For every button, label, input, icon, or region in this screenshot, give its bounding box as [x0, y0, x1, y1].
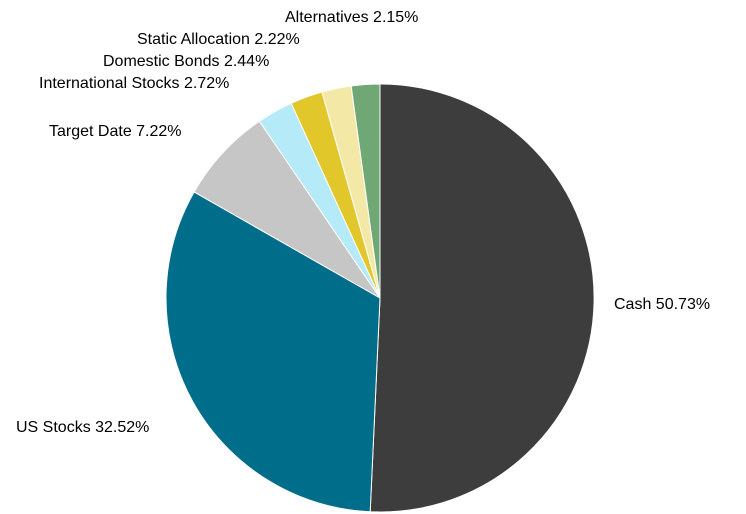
pie-slices	[165, 83, 595, 513]
pie-slice-us-stocks	[165, 191, 381, 513]
pie-label-international-stocks: International Stocks 2.72%	[39, 75, 229, 92]
pie-label-target-date: Target Date 7.22%	[49, 123, 182, 140]
pie-label-domestic-bonds: Domestic Bonds 2.44%	[103, 53, 269, 70]
pie-label-us-stocks: US Stocks 32.52%	[16, 419, 149, 436]
pie-label-static-allocation: Static Allocation 2.22%	[137, 31, 300, 48]
pie-slice-alternatives	[350, 83, 381, 299]
pie-slice-cash	[369, 83, 595, 513]
pie-labels: Cash 50.73% US Stocks 32.52% Target Date 7…	[16, 9, 710, 436]
pie-label-cash: Cash 50.73%	[614, 296, 710, 313]
pie-label-alternatives: Alternatives 2.15%	[285, 9, 418, 26]
